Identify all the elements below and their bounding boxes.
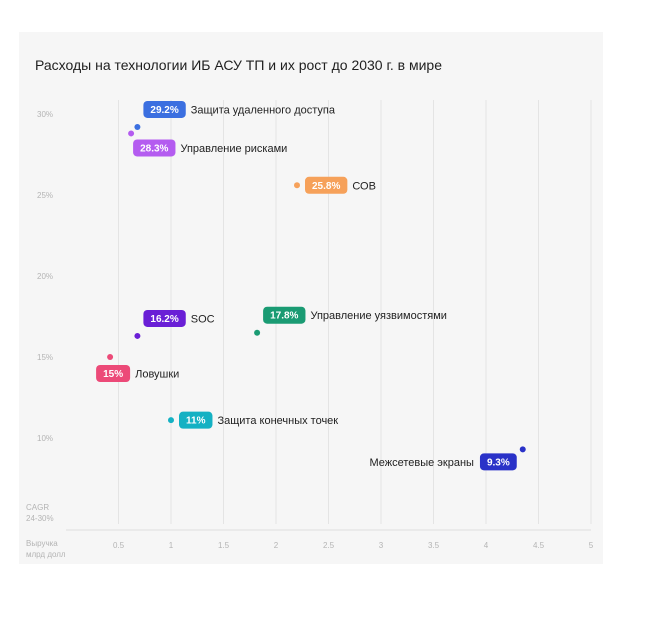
value-badge-text: 25.8% bbox=[312, 181, 340, 192]
value-badge bbox=[143, 309, 186, 327]
value-badge-text: 16.2% bbox=[150, 314, 178, 325]
value-badge bbox=[133, 139, 176, 157]
y-tick-label: 30% bbox=[37, 110, 53, 119]
y-tick-label: 10% bbox=[37, 434, 53, 443]
data-point bbox=[168, 417, 174, 424]
point-label: Управление уязвимостями bbox=[310, 310, 446, 322]
point-label: Управление рисками bbox=[180, 143, 287, 155]
value-badge bbox=[479, 453, 517, 471]
point-label: Ловушки bbox=[135, 369, 179, 381]
data-point bbox=[519, 446, 526, 453]
x-tick-label: 0.5 bbox=[113, 541, 125, 550]
data-point bbox=[254, 329, 261, 336]
x-tick-label: 4.5 bbox=[533, 541, 545, 550]
x-tick-label: 3.5 bbox=[428, 541, 440, 550]
chart-card bbox=[19, 32, 603, 564]
point-label: Межсетевые экраны bbox=[369, 457, 474, 469]
x-tick-label: 2.5 bbox=[323, 541, 335, 550]
x-tick-label: 2 bbox=[274, 541, 279, 550]
data-point bbox=[134, 123, 141, 130]
data-point bbox=[134, 332, 141, 339]
y-axis-label: CAGR bbox=[26, 503, 49, 512]
chart-title: Расходы на технологии ИБ АСУ ТП и их рос… bbox=[35, 57, 442, 73]
data-point bbox=[128, 130, 135, 137]
y-axis-label: 24-30% bbox=[26, 514, 54, 523]
value-badge-text: 17.8% bbox=[270, 311, 298, 322]
y-tick-label: 20% bbox=[37, 272, 53, 281]
point-label: SOC bbox=[191, 313, 215, 325]
data-point bbox=[294, 182, 300, 189]
point-label: СОВ bbox=[352, 180, 376, 192]
value-badge-text: 15% bbox=[103, 369, 123, 380]
value-badge bbox=[305, 176, 348, 194]
x-tick-label: 5 bbox=[589, 541, 594, 550]
value-badge bbox=[179, 411, 213, 429]
point-label: Защита удаленного доступа bbox=[191, 104, 336, 116]
y-tick-label: 25% bbox=[37, 191, 53, 200]
x-tick-label: 4 bbox=[484, 541, 489, 550]
value-badge-text: 29.2% bbox=[150, 105, 178, 116]
value-badge-text: 11% bbox=[186, 416, 206, 427]
value-badge bbox=[263, 306, 306, 324]
value-badge bbox=[96, 365, 131, 382]
x-tick-label: 1 bbox=[169, 541, 174, 550]
point-label: Защита конечных точек bbox=[217, 415, 338, 427]
x-axis-label: Выручка bbox=[26, 539, 58, 548]
value-badge-text: 28.3% bbox=[140, 143, 168, 154]
value-badge-text: 9.3% bbox=[487, 457, 510, 468]
x-axis-label: млрд долл bbox=[26, 550, 66, 559]
x-tick-label: 1.5 bbox=[218, 541, 230, 550]
value-badge bbox=[143, 100, 186, 118]
data-point bbox=[107, 354, 114, 360]
y-tick-label: 15% bbox=[37, 353, 53, 362]
x-tick-label: 3 bbox=[379, 541, 384, 550]
